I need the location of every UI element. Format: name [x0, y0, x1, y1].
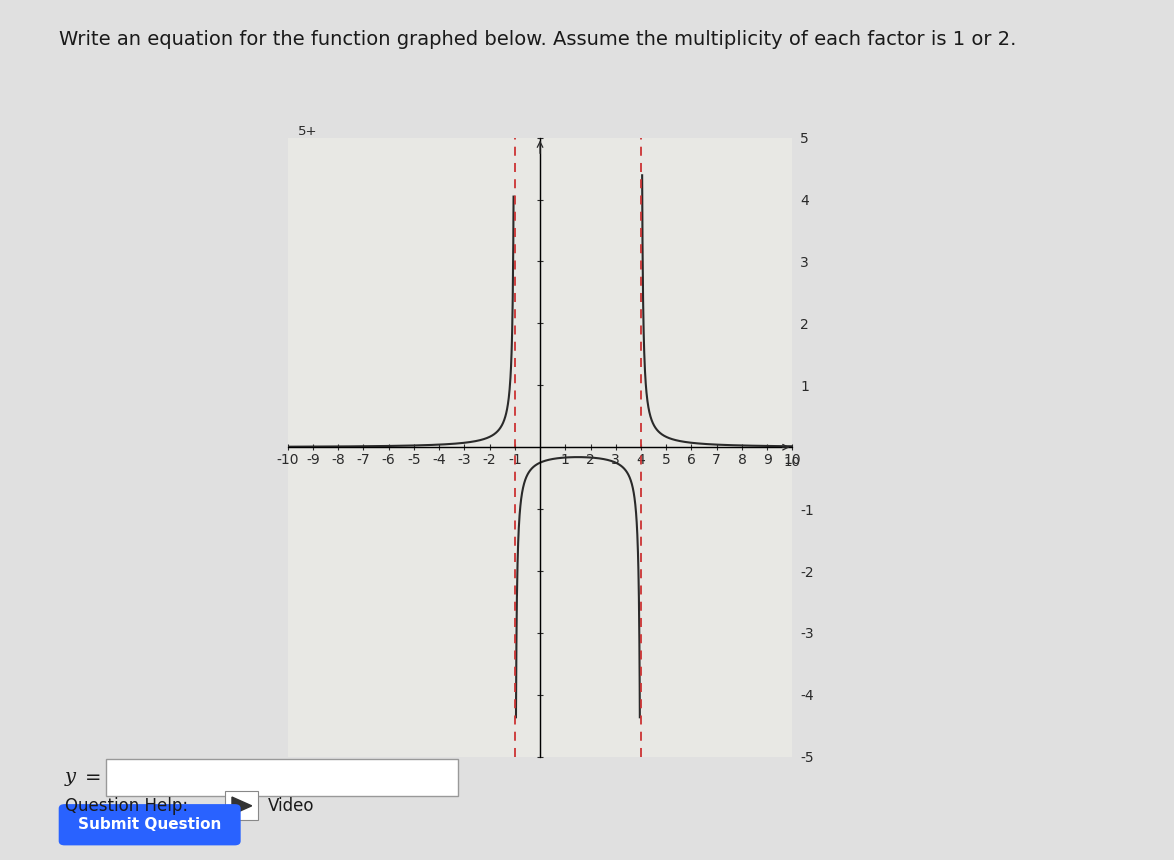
Text: 5+: 5+ — [298, 125, 317, 138]
Text: Question Help:: Question Help: — [65, 797, 188, 814]
Text: Video: Video — [268, 797, 315, 814]
Text: Submit Question: Submit Question — [77, 817, 222, 832]
Text: Write an equation for the function graphed below. Assume the multiplicity of eac: Write an equation for the function graph… — [59, 30, 1016, 49]
Text: 10: 10 — [784, 457, 801, 470]
Text: =: = — [85, 768, 101, 787]
Text: y: y — [65, 769, 75, 786]
